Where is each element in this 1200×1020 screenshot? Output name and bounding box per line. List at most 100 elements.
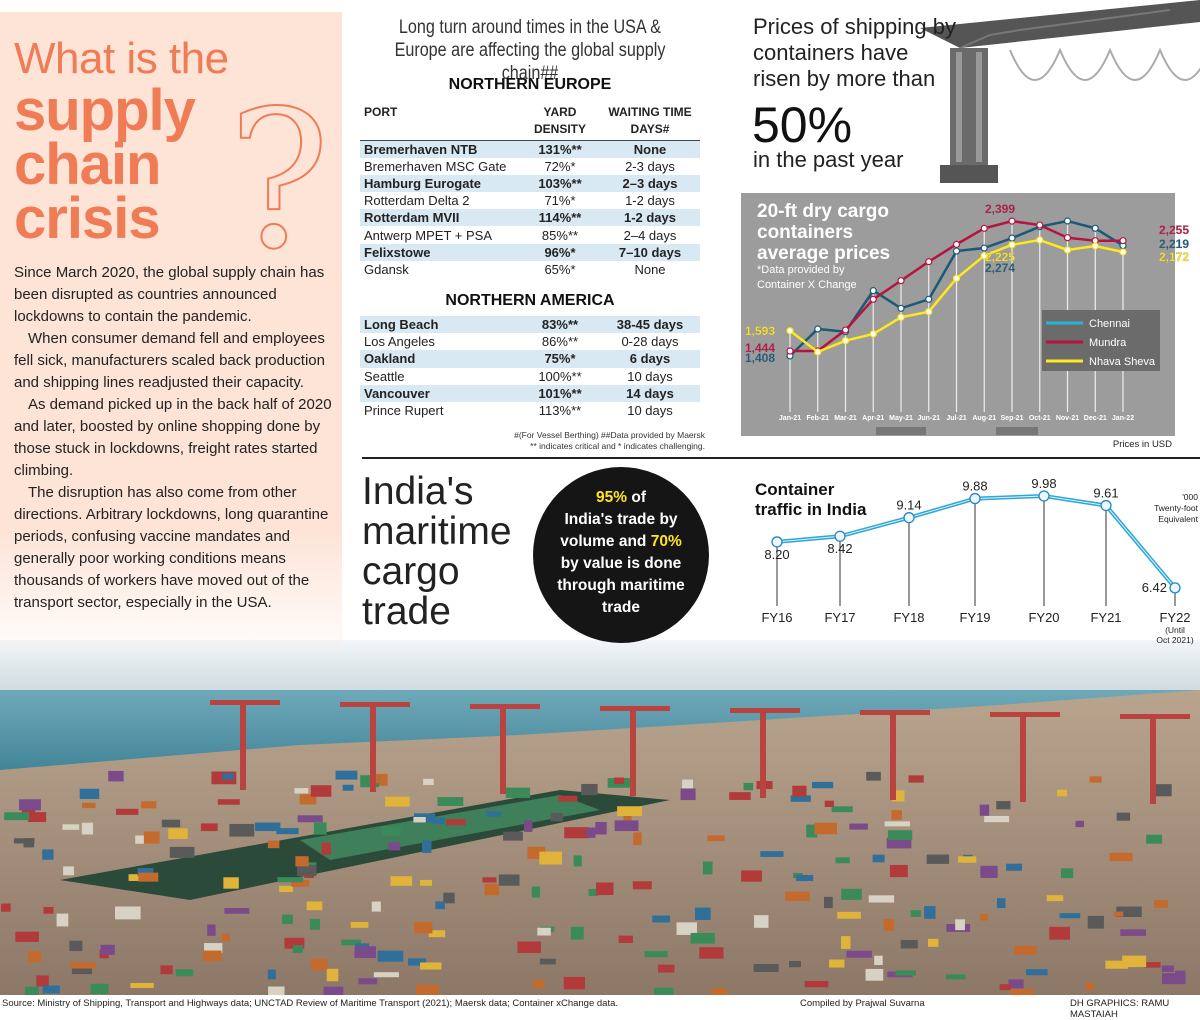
shipping-container (311, 958, 328, 971)
yard-density: 131%** (520, 140, 600, 158)
shipping-container (19, 799, 41, 811)
waiting-time: 2–4 days (623, 227, 677, 243)
shipping-container (707, 835, 725, 842)
shipping-container (443, 892, 455, 904)
shipping-container (868, 895, 895, 903)
shipping-container (618, 935, 633, 943)
shipping-container (1089, 776, 1102, 783)
shipping-container (1060, 868, 1074, 879)
data-point (897, 313, 905, 321)
data-point (925, 295, 933, 303)
price-period: in the past year (753, 147, 904, 172)
shipping-container (221, 933, 231, 942)
table-row: Bremerhaven NTB 131%** None (360, 140, 700, 158)
shipping-container (1087, 915, 1104, 929)
shipping-container (422, 840, 432, 853)
port-name: Oakland (360, 350, 520, 368)
title-bold-1: supply (14, 78, 196, 143)
shipping-container (276, 828, 299, 835)
shipping-container (408, 958, 427, 966)
title-bold-3: crisis (14, 186, 161, 251)
shipping-container (42, 985, 60, 994)
waiting-time: 2–3 days (600, 174, 700, 193)
yard-density: 71%* (544, 193, 576, 209)
paragraph: Since March 2020, the global supply chai… (14, 264, 325, 325)
unit-note: Twenty-foot (1154, 503, 1199, 513)
shipping-container (428, 930, 446, 938)
data-label: 1,408 (745, 351, 775, 365)
port-name: Gdansk (364, 261, 409, 277)
waiting-time: 10 days (627, 403, 673, 419)
shipping-container (524, 820, 533, 832)
shipping-container (895, 970, 916, 976)
table-row: Hamburg Eurogate 103%** 2–3 days (360, 174, 700, 193)
value-label: 8.20 (764, 547, 789, 562)
data-point (903, 512, 915, 524)
table-row: Los Angeles 86%** 0-28 days (360, 333, 700, 350)
shipping-container (849, 823, 868, 830)
shipping-container (729, 792, 751, 800)
shipping-container (423, 778, 434, 785)
shipping-container (702, 861, 713, 875)
unit-note: '000 (1182, 492, 1198, 502)
data-point (897, 304, 905, 312)
india-maritime-title: India's maritime cargo trade (362, 472, 512, 632)
shipping-container (100, 944, 115, 955)
data-label: 1,593 (745, 324, 775, 338)
title-line: trade (362, 590, 451, 633)
data-point (1063, 246, 1072, 254)
shipping-container (1075, 820, 1084, 828)
shipping-container (358, 978, 378, 985)
yard-density: 100%** (538, 368, 582, 384)
table-row: Felixstowe 96%* 7–10 days (360, 243, 700, 261)
shipping-container (414, 921, 433, 934)
section-divider (362, 457, 1200, 459)
yard-density: 85%** (541, 227, 579, 243)
shipping-container (295, 856, 309, 867)
port-name: Vancouver (360, 384, 520, 402)
shipping-container (217, 799, 240, 805)
chart-title-2: containers (757, 222, 853, 243)
shipping-container (202, 950, 222, 962)
shipping-container (790, 795, 811, 802)
port-name: Seattle (364, 368, 405, 384)
shipping-container (115, 906, 141, 920)
title-line: India's (362, 470, 474, 513)
table-row: Vancouver 101%** 14 days (360, 384, 700, 402)
yard-density: 103%** (520, 174, 600, 193)
shipping-container (135, 835, 146, 844)
shipping-container (564, 827, 590, 839)
shipping-container (435, 901, 445, 910)
data-label: 2,225 (985, 250, 1015, 264)
crane-icon (920, 0, 1200, 183)
table-row: Rotterdam MVII 114%** 1-2 days (360, 209, 700, 227)
data-point (1036, 236, 1044, 244)
graphics-credit: DH GRAPHICS: RAMU MASTAIAH (1070, 998, 1170, 1020)
shipping-container (908, 775, 924, 783)
shipping-container (570, 926, 584, 940)
shipping-container (694, 907, 711, 920)
data-point (786, 347, 794, 355)
text: volume and (560, 533, 651, 550)
yard-density: 96%* (520, 243, 600, 261)
crane (760, 708, 766, 798)
crane (1020, 712, 1026, 802)
paragraph: When consumer demand fell and employees … (14, 330, 325, 391)
shipping-container (310, 785, 332, 797)
shipping-container (891, 810, 903, 820)
data-point (814, 325, 822, 333)
shipping-container (299, 794, 317, 805)
shipping-container (446, 819, 466, 826)
chart-subtitle-2: Container X Change (757, 279, 857, 291)
shipping-container (874, 955, 883, 966)
chart-subtitle-1: *Data provided by (757, 264, 845, 276)
data-label: 1,444 (745, 341, 775, 355)
data-point (952, 247, 961, 255)
shipping-container (268, 986, 285, 995)
shipping-container (980, 865, 998, 878)
shipping-container (267, 969, 276, 980)
waiting-time: 1-2 days (625, 193, 675, 209)
shipping-container (531, 886, 541, 898)
shipping-container (680, 788, 696, 801)
northern-america-table: Long Beach 83%** 38-45 days Los Angeles 86%*… (360, 316, 700, 419)
